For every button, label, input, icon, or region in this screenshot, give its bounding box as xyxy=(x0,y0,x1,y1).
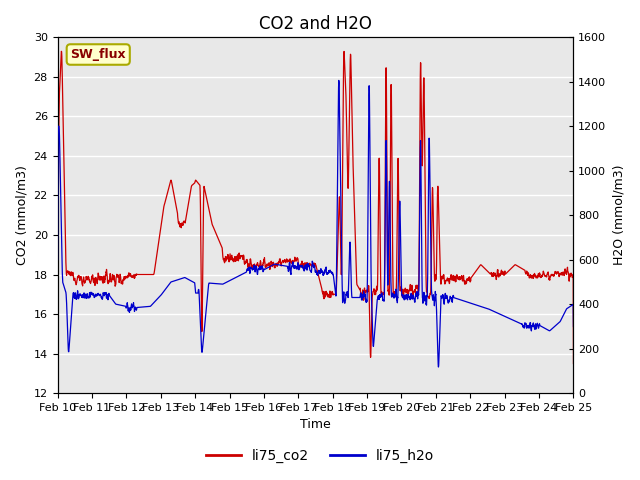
Title: CO2 and H2O: CO2 and H2O xyxy=(259,15,372,33)
Y-axis label: H2O (mmol/m3): H2O (mmol/m3) xyxy=(612,165,625,265)
Legend: li75_co2, li75_h2o: li75_co2, li75_h2o xyxy=(200,443,440,468)
X-axis label: Time: Time xyxy=(300,419,331,432)
Y-axis label: CO2 (mmol/m3): CO2 (mmol/m3) xyxy=(15,165,28,265)
Text: SW_flux: SW_flux xyxy=(70,48,126,61)
